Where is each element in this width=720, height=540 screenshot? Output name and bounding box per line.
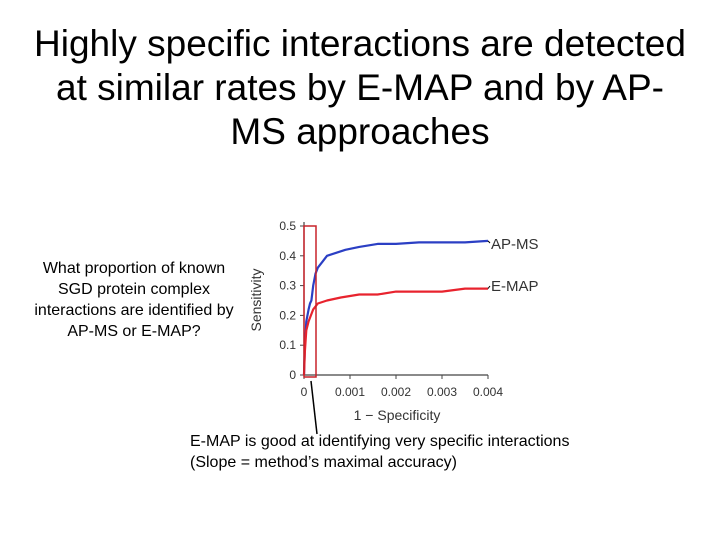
slide-title: Highly specific interactions are detecte…: [0, 22, 720, 154]
caption-line: E-MAP is good at identifying very specif…: [190, 433, 570, 450]
y-tick-label: 0.4: [279, 249, 296, 263]
y-tick-label: 0.5: [279, 219, 296, 233]
callout-pointer-line: [310, 380, 318, 435]
e-map-leader-line: [487, 285, 491, 289]
x-tick-label: 0: [301, 385, 308, 399]
y-tick-label: 0.1: [279, 338, 296, 352]
title-line: MS approaches: [230, 111, 490, 152]
title-line: Highly specific interactions are detecte…: [34, 23, 686, 64]
series-line-e-map: [302, 287, 488, 376]
x-axis-label: 1 − Specificity: [354, 407, 441, 423]
annotations: [303, 225, 491, 378]
highlight-box: [303, 225, 317, 378]
caption-line: (Slope = method’s maximal accuracy): [190, 454, 457, 471]
y-axis-label: Sensitivity: [248, 268, 264, 331]
title-line: at similar rates by E-MAP and by AP-: [56, 67, 664, 108]
x-tick-label: 0.004: [473, 385, 503, 399]
y-tick-label: 0.2: [279, 308, 296, 322]
x-tick-label: 0.003: [427, 385, 457, 399]
x-tick-label: 0.001: [335, 385, 365, 399]
caption: E-MAP is good at identifying very specif…: [190, 431, 690, 473]
y-tick-label: 0.3: [279, 279, 296, 293]
y-tick-label: 0: [289, 368, 296, 382]
question-text: What proportion of known SGD protein com…: [34, 260, 234, 340]
series-line-ap-ms: [302, 239, 489, 376]
x-tick-label: 0.002: [381, 385, 411, 399]
series-label-e-map: E-MAP: [491, 278, 539, 295]
series-label-ap-ms: AP-MS: [491, 236, 539, 253]
series: [302, 239, 489, 376]
ap-ms-leader-line: [487, 240, 491, 244]
ticks: 0 0.1 0.2 0.3 0.4 0.5 0 0.001 0.002 0.003 0.004: [279, 219, 503, 399]
